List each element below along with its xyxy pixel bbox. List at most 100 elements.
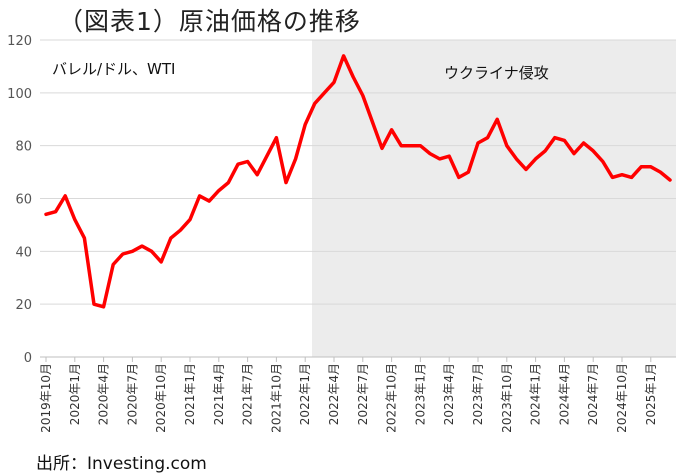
data-point-7 [112, 263, 115, 266]
x-tick-label-18: 2024年4月 [557, 363, 571, 425]
data-point-6 [102, 305, 105, 308]
x-tick-label-12: 2022年10月 [385, 363, 399, 433]
y-tick-label-1: 20 [15, 298, 32, 313]
data-point-9 [131, 250, 134, 253]
data-point-36 [390, 128, 393, 131]
data-point-11 [150, 250, 153, 253]
chart-title: （図表1）原油価格の推移 [58, 7, 361, 36]
x-tick-label-21: 2025年1月 [644, 363, 658, 425]
data-point-0 [45, 213, 48, 216]
data-point-31 [342, 54, 345, 57]
data-point-35 [381, 147, 384, 150]
x-tick-label-4: 2020年10月 [154, 363, 168, 433]
data-point-62 [640, 165, 643, 168]
x-tick-label-13: 2023年1月 [413, 363, 427, 425]
x-tick-label-10: 2022年4月 [327, 363, 341, 425]
data-point-1 [54, 210, 57, 213]
data-point-49 [515, 157, 518, 160]
data-point-61 [630, 176, 633, 179]
data-point-27 [304, 123, 307, 126]
y-tick-label-2: 40 [15, 245, 32, 260]
data-point-33 [361, 94, 364, 97]
x-tick-label-1: 2020年1月 [68, 363, 82, 425]
data-point-43 [457, 176, 460, 179]
data-point-53 [553, 136, 556, 139]
data-point-64 [659, 171, 662, 174]
x-tick-label-14: 2023年4月 [442, 363, 456, 425]
y-tick-label-3: 60 [15, 193, 32, 208]
source-note: 出所：Investing.com [36, 454, 207, 474]
data-point-56 [582, 142, 585, 145]
data-point-16 [198, 194, 201, 197]
data-point-32 [352, 75, 355, 78]
data-point-24 [275, 136, 278, 139]
x-tick-label-2: 2020年4月 [97, 363, 111, 425]
x-tick-label-0: 2019年10月 [39, 363, 53, 433]
x-tick-label-5: 2021年1月 [183, 363, 197, 425]
data-point-50 [525, 168, 528, 171]
data-point-15 [189, 218, 192, 221]
x-tick-label-20: 2024年10月 [615, 363, 629, 433]
data-point-10 [141, 245, 144, 248]
data-point-38 [409, 144, 412, 147]
data-point-46 [486, 136, 489, 139]
shaded-region-label: ウクライナ侵攻 [444, 64, 549, 82]
data-point-17 [208, 200, 211, 203]
x-tick-label-8: 2021年10月 [269, 363, 283, 433]
data-point-58 [601, 160, 604, 163]
data-point-55 [573, 152, 576, 155]
data-point-30 [333, 81, 336, 84]
x-tick-label-19: 2024年7月 [586, 363, 600, 425]
data-point-8 [121, 252, 124, 255]
data-point-48 [505, 144, 508, 147]
data-point-23 [265, 155, 268, 158]
x-tick-label-16: 2023年10月 [500, 363, 514, 433]
data-point-47 [496, 118, 499, 121]
data-point-63 [649, 165, 652, 168]
data-point-26 [294, 157, 297, 160]
x-tick-label-11: 2022年7月 [356, 363, 370, 425]
unit-label: バレル/ドル、WTI [52, 60, 175, 78]
data-point-39 [419, 144, 422, 147]
data-point-20 [237, 163, 240, 166]
data-point-54 [563, 139, 566, 142]
data-point-60 [621, 173, 624, 176]
data-point-14 [179, 229, 182, 232]
data-point-29 [323, 91, 326, 94]
x-tick-label-15: 2023年7月 [471, 363, 485, 425]
data-point-18 [217, 189, 220, 192]
data-point-37 [400, 144, 403, 147]
data-point-44 [467, 171, 470, 174]
data-point-45 [477, 142, 480, 145]
x-tick-label-17: 2024年1月 [529, 363, 543, 425]
data-point-57 [592, 149, 595, 152]
data-point-13 [169, 237, 172, 240]
data-point-28 [313, 102, 316, 105]
data-point-21 [246, 160, 249, 163]
y-tick-label-6: 120 [7, 34, 32, 49]
data-point-41 [438, 157, 441, 160]
data-point-25 [285, 181, 288, 184]
data-point-3 [73, 218, 76, 221]
series-line [44, 54, 672, 309]
data-point-52 [544, 149, 547, 152]
x-axis-ticks: 2019年10月 2020年1月 2020年4月 2020年7月 2020年10月 202… [39, 357, 658, 433]
data-point-5 [93, 303, 96, 306]
x-tick-label-3: 2020年7月 [125, 363, 139, 425]
y-axis-ticks: 0 20 40 60 80 100 120 [7, 34, 32, 366]
y-tick-label-0: 0 [24, 351, 32, 366]
x-tick-label-9: 2022年1月 [298, 363, 312, 425]
y-tick-label-5: 100 [7, 87, 32, 102]
data-point-65 [669, 179, 672, 182]
data-point-2 [64, 194, 67, 197]
data-point-34 [371, 120, 374, 123]
x-tick-label-7: 2021年7月 [241, 363, 255, 425]
data-point-12 [160, 260, 163, 263]
data-point-42 [448, 155, 451, 158]
x-tick-label-6: 2021年4月 [212, 363, 226, 425]
data-point-22 [256, 173, 259, 176]
data-point-4 [83, 237, 86, 240]
data-point-40 [429, 152, 432, 155]
data-point-51 [534, 157, 537, 160]
